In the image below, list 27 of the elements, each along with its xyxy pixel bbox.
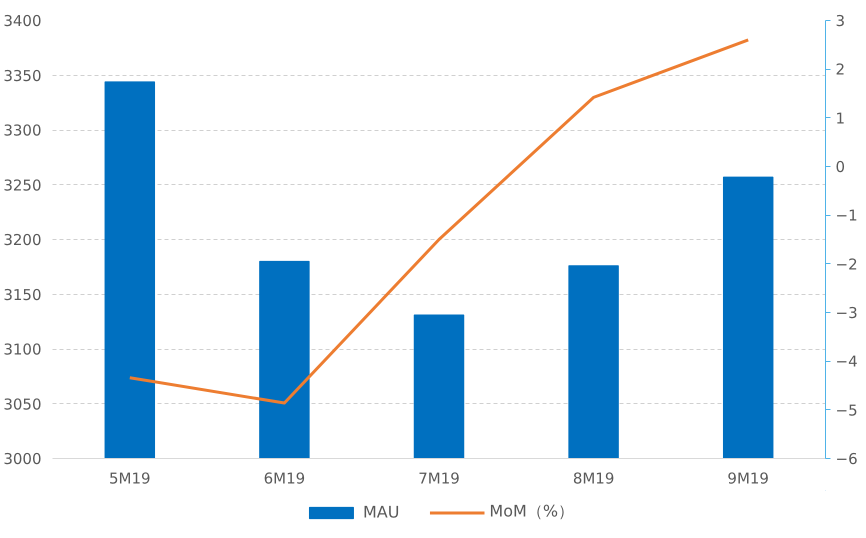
y2-tick-label: −5: [836, 401, 858, 420]
x-tick-label: 7M19: [418, 470, 460, 488]
line-series: [128, 38, 750, 405]
y-tick-label: 3150: [3, 286, 42, 304]
y-tick-label: 3350: [3, 66, 42, 85]
y2-tick-label: −2: [836, 255, 858, 274]
y-tick-label: 3200: [3, 231, 42, 249]
x-tick-label: 5M19: [109, 470, 151, 488]
x-tick-label: 8M19: [572, 470, 614, 488]
y2-tick-label: 2: [836, 60, 846, 79]
legend-label: MoM（%）: [489, 502, 574, 522]
y-tick-label: 3250: [3, 176, 42, 194]
y2-tick-label: 3: [836, 12, 846, 30]
y2-tick-label: 0: [836, 158, 846, 176]
x-tick-label: 6M19: [264, 470, 306, 488]
y-tick-label: 3000: [3, 450, 42, 468]
x-tick-label: 9M19: [727, 470, 769, 488]
y-tick-label: 3300: [3, 122, 42, 140]
y-tick-label: 3050: [3, 395, 42, 414]
y2-tick-label: −3: [836, 304, 858, 322]
y2-tick-label: −4: [836, 352, 858, 371]
y2-tick-label: −6: [836, 450, 858, 468]
y-tick-label: 3400: [3, 12, 42, 30]
legend-label: MAU: [362, 502, 400, 522]
y-tick-label: 3100: [3, 340, 42, 358]
y2-tick-label: −1: [836, 206, 858, 225]
y2-tick-label: 1: [836, 109, 846, 128]
